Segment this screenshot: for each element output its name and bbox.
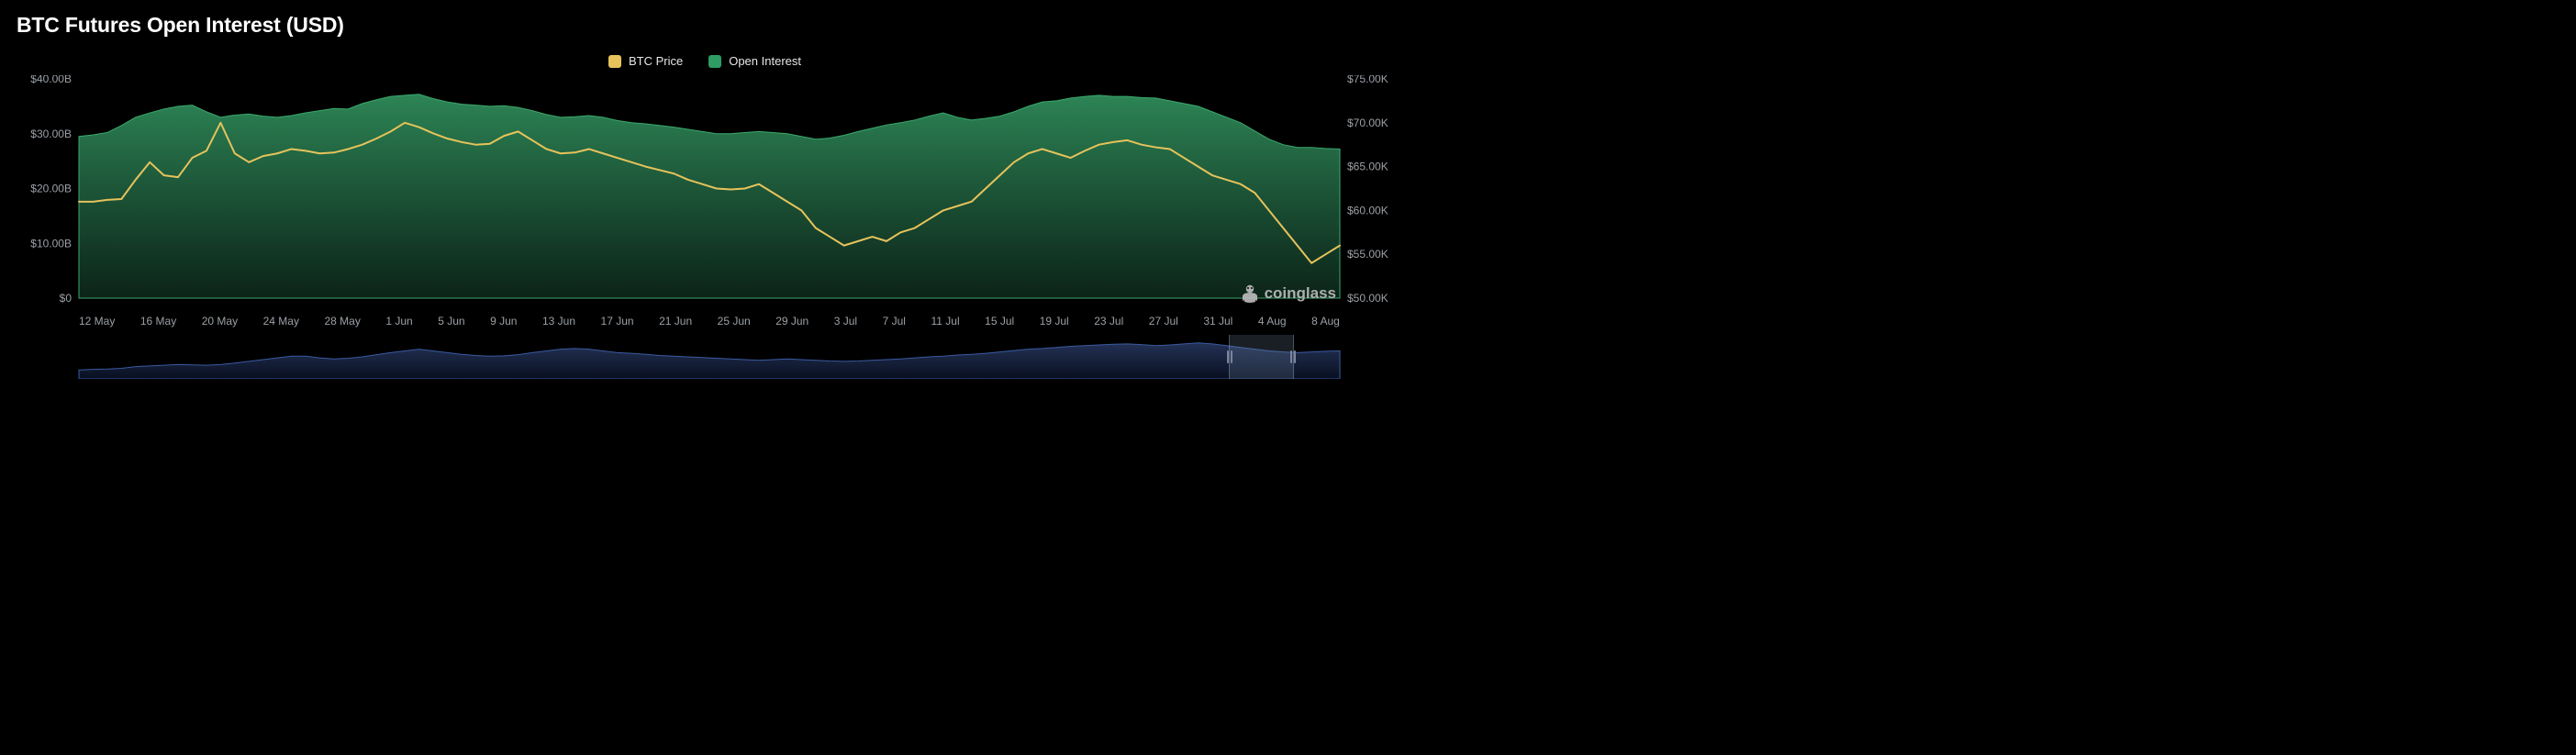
x-axis: 12 May 16 May 20 May 24 May 28 May 1 Jun 5 Jun… xyxy=(17,309,1393,328)
brush-window[interactable] xyxy=(1229,335,1294,379)
brush-handle-right[interactable] xyxy=(1288,342,1298,372)
legend: BTC Price Open Interest xyxy=(17,54,1393,68)
legend-label-price: BTC Price xyxy=(629,54,683,68)
x-tick-label: 9 Jun xyxy=(490,315,517,328)
x-tick-label: 5 Jun xyxy=(438,315,464,328)
x-tick-label: 20 May xyxy=(202,315,238,328)
x-tick-label: 29 Jun xyxy=(775,315,808,328)
svg-text:$10.00B: $10.00B xyxy=(30,237,72,250)
x-tick-label: 17 Jun xyxy=(601,315,634,328)
x-tick-label: 24 May xyxy=(263,315,299,328)
x-tick-label: 23 Jul xyxy=(1094,315,1123,328)
x-tick-label: 1 Jun xyxy=(385,315,412,328)
x-tick-label: 28 May xyxy=(325,315,361,328)
x-tick-label: 13 Jun xyxy=(542,315,575,328)
x-tick-label: 21 Jun xyxy=(659,315,692,328)
svg-text:$65.00K: $65.00K xyxy=(1347,161,1388,173)
svg-text:$0: $0 xyxy=(60,292,72,305)
x-tick-label: 3 Jul xyxy=(834,315,857,328)
legend-swatch-price xyxy=(608,55,621,68)
svg-text:$60.00K: $60.00K xyxy=(1347,204,1388,217)
legend-label-oi: Open Interest xyxy=(729,54,801,68)
x-tick-label: 25 Jun xyxy=(718,315,751,328)
brush-navigator[interactable] xyxy=(17,335,1393,379)
svg-text:$50.00K: $50.00K xyxy=(1347,292,1388,305)
brush-handle-left[interactable] xyxy=(1225,342,1234,372)
chart-title: BTC Futures Open Interest (USD) xyxy=(17,13,1393,38)
brush-area xyxy=(79,343,1340,379)
legend-item-oi[interactable]: Open Interest xyxy=(708,54,801,68)
legend-item-price[interactable]: BTC Price xyxy=(608,54,683,68)
svg-text:$30.00B: $30.00B xyxy=(30,128,72,140)
x-tick-label: 4 Aug xyxy=(1258,315,1287,328)
x-tick-label: 8 Aug xyxy=(1311,315,1340,328)
x-tick-label: 12 May xyxy=(79,315,115,328)
open-interest-area xyxy=(79,94,1340,298)
legend-swatch-oi xyxy=(708,55,721,68)
x-tick-label: 16 May xyxy=(140,315,176,328)
x-tick-label: 27 Jul xyxy=(1149,315,1178,328)
x-tick-label: 7 Jul xyxy=(883,315,906,328)
x-tick-label: 11 Jul xyxy=(931,315,959,328)
svg-text:$75.00K: $75.00K xyxy=(1347,75,1388,85)
main-chart[interactable]: $0 $10.00B $20.00B $30.00B $40.00B $50.00K $55… xyxy=(17,75,1393,309)
svg-text:$40.00B: $40.00B xyxy=(30,75,72,85)
x-tick-label: 15 Jul xyxy=(985,315,1014,328)
svg-text:$55.00K: $55.00K xyxy=(1347,248,1388,261)
x-tick-label: 19 Jul xyxy=(1040,315,1069,328)
x-tick-label: 31 Jul xyxy=(1203,315,1232,328)
svg-text:$20.00B: $20.00B xyxy=(30,183,72,195)
svg-text:$70.00K: $70.00K xyxy=(1347,117,1388,129)
